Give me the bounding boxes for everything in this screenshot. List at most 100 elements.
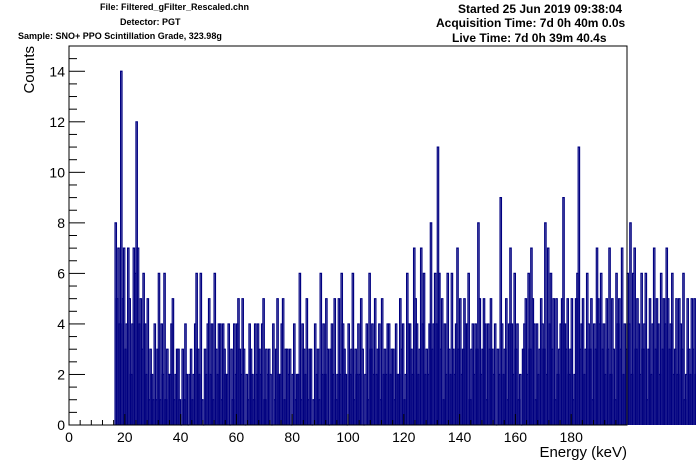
histogram-bin — [682, 272, 685, 425]
histogram-bin — [422, 272, 426, 425]
start-time-label: Started 25 Jun 2019 09:38:04 — [458, 2, 623, 16]
histogram-bin — [181, 348, 184, 425]
histogram-bin — [555, 298, 558, 425]
histogram-bin — [305, 298, 309, 425]
histogram-bin — [429, 222, 433, 425]
histogram-bin — [566, 298, 570, 425]
histogram-bin — [532, 323, 536, 425]
histogram-bin — [456, 247, 459, 425]
histogram-bin — [524, 298, 528, 425]
histogram-bin — [178, 399, 182, 425]
histogram-bin — [337, 298, 341, 425]
y-tick-label: 4 — [57, 316, 65, 332]
histogram-bin — [207, 298, 211, 425]
histogram-bin — [210, 323, 214, 425]
y-axis-label: Counts — [21, 46, 38, 94]
histogram-bin — [200, 399, 204, 425]
histogram-bin — [693, 298, 696, 425]
histogram-bin — [499, 197, 503, 425]
y-tick-label: 2 — [57, 366, 65, 382]
x-tick-label: 80 — [284, 429, 300, 445]
histogram-bin — [262, 298, 265, 425]
x-tick-label: 120 — [392, 429, 416, 445]
histogram-bin — [276, 298, 279, 425]
histogram-bin — [392, 348, 395, 425]
histogram-bin — [459, 298, 462, 425]
histogram-bin — [128, 298, 131, 425]
histogram-bin — [298, 272, 302, 425]
histogram-bin — [694, 373, 696, 425]
histogram-bin — [122, 247, 126, 425]
histogram-bin — [505, 298, 508, 425]
histogram-bin — [281, 298, 285, 425]
histogram-bin — [185, 373, 189, 425]
histogram-bin — [333, 298, 337, 425]
histogram-bin — [288, 348, 292, 425]
histogram-bin — [652, 247, 656, 425]
histogram-bin — [675, 298, 678, 425]
histogram-bin — [189, 348, 193, 425]
x-tick-label: 20 — [117, 429, 133, 445]
x-tick-label: 100 — [336, 429, 360, 445]
x-tick-label: 140 — [448, 429, 472, 445]
histogram-series — [114, 70, 696, 426]
histogram-bin — [199, 272, 203, 425]
histogram-bin — [493, 323, 497, 425]
histogram-bin — [177, 348, 180, 425]
histogram-bin — [644, 272, 648, 425]
histogram-bin — [153, 323, 157, 425]
histogram-bin — [272, 323, 275, 425]
x-tick-label: 60 — [229, 429, 245, 445]
histogram-bin — [440, 298, 444, 425]
histogram-bin — [648, 298, 652, 425]
histogram-bin — [146, 298, 150, 425]
acquisition-time-label: Acquisition Time: 7d 0h 40m 0.0s — [436, 16, 626, 30]
histogram-bin — [326, 348, 330, 425]
histogram-bin — [478, 298, 482, 425]
histogram-bin — [633, 247, 636, 425]
histogram-bin — [230, 348, 233, 425]
histogram-bin — [316, 348, 320, 425]
histogram-bin — [361, 348, 364, 425]
file-name-label: File: Filtered_gFilter_Rescaled.chn — [100, 2, 250, 12]
histogram-bin — [612, 348, 616, 425]
histogram-bin — [570, 298, 574, 425]
histogram-bin — [227, 323, 231, 425]
histogram-bin — [562, 197, 565, 425]
histogram-bin — [378, 323, 381, 425]
histogram-bin — [552, 298, 556, 425]
x-tick-label: 180 — [560, 429, 584, 445]
y-tick-label: 0 — [57, 417, 65, 433]
x-axis-label: Energy (keV) — [539, 444, 627, 461]
histogram-bin — [629, 222, 632, 425]
sample-label: Sample: SNO+ PPO Scintillation Grade, 32… — [18, 31, 222, 41]
histogram-bin — [401, 323, 405, 425]
histogram-bin — [319, 272, 323, 425]
histogram-bin — [590, 298, 593, 425]
histogram-bin — [351, 272, 355, 425]
histogram-bin — [467, 272, 470, 425]
histogram-bin — [163, 272, 166, 425]
histogram-bin — [120, 70, 123, 425]
histogram-bin — [365, 323, 369, 425]
histogram-bin — [671, 272, 674, 425]
histogram-bin — [344, 373, 348, 425]
histogram-bin — [577, 146, 581, 425]
histogram-bin — [608, 247, 611, 425]
histogram-bin — [581, 298, 585, 425]
live-time-label: Live Time: 7d 0h 39m 40.4s — [452, 31, 607, 45]
y-tick-label: 6 — [57, 265, 65, 281]
histogram-bin — [620, 247, 624, 425]
histogram-bin — [219, 323, 222, 425]
histogram-bin — [380, 298, 384, 425]
histogram-bin — [518, 373, 522, 425]
detector-label: Detector: PGT — [120, 17, 181, 27]
y-tick-label: 14 — [49, 63, 65, 79]
y-tick-label: 12 — [49, 114, 65, 130]
y-tick-label: 8 — [57, 215, 65, 231]
histogram-bin — [484, 323, 487, 425]
histogram-bin — [309, 348, 313, 425]
histogram-bin — [269, 373, 272, 425]
histogram-bin — [171, 298, 175, 425]
